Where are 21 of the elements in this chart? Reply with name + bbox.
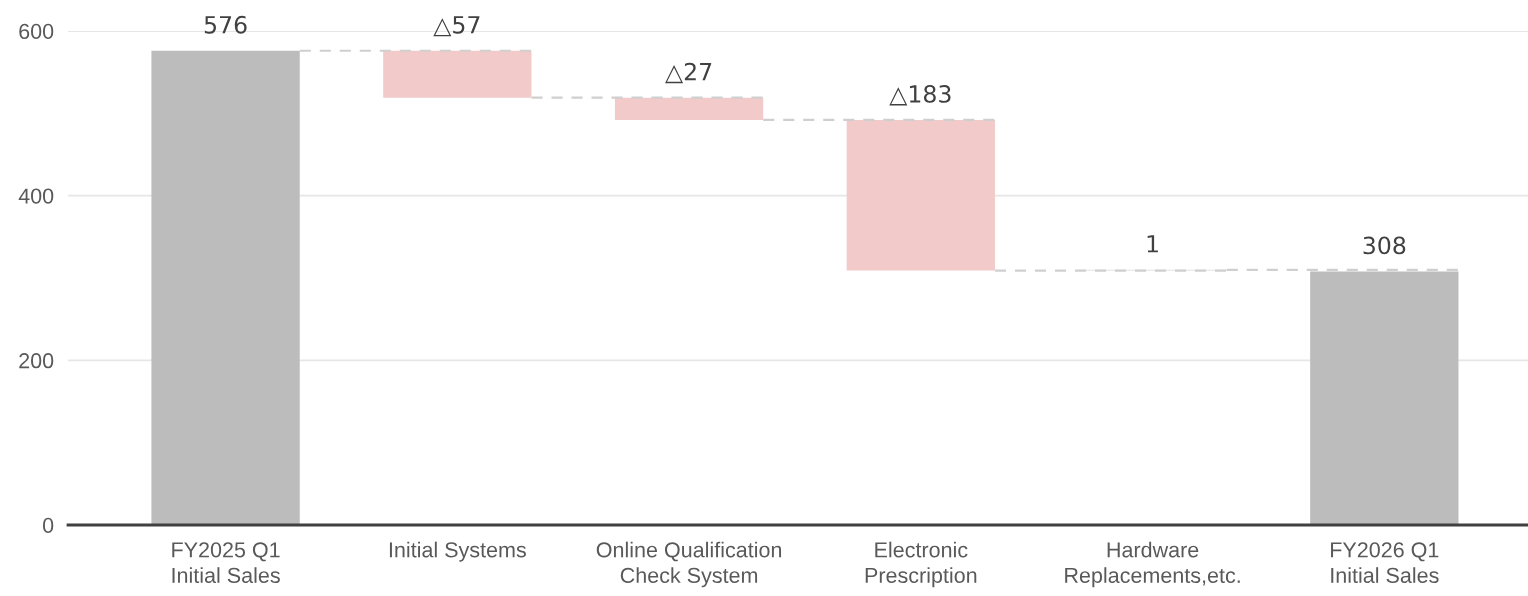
- data-label: △183: [889, 84, 951, 106]
- data-label: 1: [1147, 235, 1158, 253]
- bar: [151, 50, 300, 525]
- x-tick-label: Online Qualification Check System: [596, 541, 782, 588]
- y-tick-label: 600: [19, 23, 54, 40]
- y-tick-label: 200: [19, 353, 54, 369]
- x-tick-label: FY2025 Q1 Initial Sales: [172, 542, 280, 584]
- bar: [1310, 271, 1459, 525]
- y-tick-label: 0: [42, 517, 54, 534]
- x-tick-label: Electronic Prescription: [865, 541, 977, 588]
- data-label: △57: [433, 16, 480, 37]
- bar: [846, 119, 995, 271]
- x-tick-label: Initial Systems: [389, 541, 526, 562]
- x-tick-label: Hardware Replacements,etc.: [1065, 541, 1240, 588]
- x-tick-label: FY2026 Q1 Initial Sales: [1331, 542, 1439, 584]
- bar: [614, 97, 764, 120]
- bar: [383, 50, 532, 98]
- data-label: 308: [1363, 236, 1406, 255]
- data-label: 576: [204, 15, 247, 34]
- y-tick-label: 400: [18, 188, 54, 204]
- data-label: △27: [665, 62, 712, 84]
